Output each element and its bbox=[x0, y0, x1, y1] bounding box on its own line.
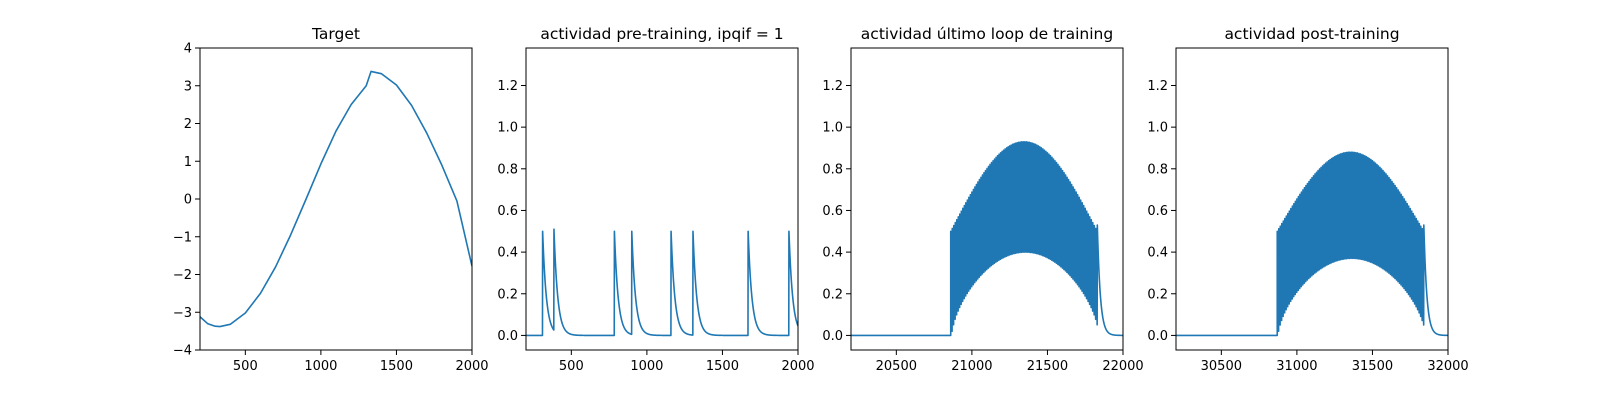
y-tick-label: −1 bbox=[173, 230, 192, 245]
y-tick-label: 0.0 bbox=[1147, 329, 1168, 344]
y-tick-label: 1.0 bbox=[822, 121, 843, 136]
x-tick-label: 31500 bbox=[1352, 359, 1393, 374]
x-tick-label: 32000 bbox=[1427, 359, 1468, 374]
subplot-3: 20500 21000 21500 22000 0.0 0.2 0.4 0.6 0.8 1.0 1.… bbox=[822, 25, 1143, 374]
y-tick-label: 3 bbox=[184, 79, 192, 94]
x-tick-label: 22000 bbox=[1102, 359, 1143, 374]
series-line bbox=[526, 228, 798, 337]
y-tick-label: 0 bbox=[184, 193, 192, 208]
series-line bbox=[1176, 151, 1448, 337]
y-tick-label: −3 bbox=[173, 306, 192, 321]
y-tick-label: −2 bbox=[173, 268, 192, 283]
x-tick-label: 31000 bbox=[1276, 359, 1317, 374]
y-tick-label: 0.8 bbox=[822, 162, 843, 177]
y-tick-label: 0.0 bbox=[497, 329, 518, 344]
x-tick-label: 1500 bbox=[380, 359, 413, 374]
x-tick-label: 2000 bbox=[781, 359, 814, 374]
x-tick-label: 21500 bbox=[1027, 359, 1068, 374]
y-tick-label: 0.6 bbox=[822, 204, 843, 219]
subplot-title: actividad post-training bbox=[1224, 25, 1399, 43]
y-tick-label: 4 bbox=[184, 42, 192, 57]
x-tick-label: 21000 bbox=[951, 359, 992, 374]
y-tick-label: 1.2 bbox=[497, 79, 518, 94]
axes-frame bbox=[199, 47, 473, 351]
y-tick-label: 0.2 bbox=[497, 287, 518, 302]
y-tick-label: 0.4 bbox=[822, 246, 843, 261]
y-tick-label: 1.0 bbox=[1147, 121, 1168, 136]
x-tick-label: 500 bbox=[233, 359, 258, 374]
subplot-1: 500 1000 1500 2000 −4 −3 −2 −1 0 1 2 3 4 Target bbox=[173, 25, 489, 374]
x-tick-label: 2000 bbox=[455, 359, 488, 374]
x-tick-label: 500 bbox=[559, 359, 584, 374]
y-tick-label: 0.2 bbox=[822, 287, 843, 302]
y-tick-label: 0.6 bbox=[1147, 204, 1168, 219]
series-line bbox=[200, 70, 472, 328]
y-tick-label: 0.4 bbox=[1147, 246, 1168, 261]
y-tick-label: 0.0 bbox=[822, 329, 843, 344]
series-line bbox=[851, 140, 1123, 337]
subplot-4: 30500 31000 31500 32000 0.0 0.2 0.4 0.6 0.8 1.0 1.… bbox=[1147, 25, 1468, 374]
x-tick-label: 1500 bbox=[706, 359, 739, 374]
y-tick-label: 1.2 bbox=[822, 79, 843, 94]
axes-frame bbox=[850, 47, 1124, 351]
y-tick-label: 0.4 bbox=[497, 246, 518, 261]
y-tick-label: −4 bbox=[173, 344, 192, 359]
subplot-title: actividad pre-training, ipqif = 1 bbox=[540, 25, 783, 43]
x-tick-label: 30500 bbox=[1201, 359, 1242, 374]
y-tick-label: 1.2 bbox=[1147, 79, 1168, 94]
axes-frame bbox=[525, 47, 799, 351]
subplot-title: actividad último loop de training bbox=[861, 25, 1113, 43]
y-tick-label: 0.8 bbox=[497, 162, 518, 177]
y-tick-label: 2 bbox=[184, 117, 192, 132]
y-tick-label: 0.6 bbox=[497, 204, 518, 219]
axes-frame bbox=[1175, 47, 1449, 351]
subplot-title: Target bbox=[311, 25, 360, 43]
y-tick-label: 0.2 bbox=[1147, 287, 1168, 302]
y-tick-label: 0.8 bbox=[1147, 162, 1168, 177]
x-tick-label: 20500 bbox=[876, 359, 917, 374]
x-tick-label: 1000 bbox=[304, 359, 337, 374]
x-tick-label: 1000 bbox=[630, 359, 663, 374]
y-tick-label: 1.0 bbox=[497, 121, 518, 136]
y-tick-label: 1 bbox=[184, 155, 192, 170]
subplot-2: 500 1000 1500 2000 0.0 0.2 0.4 0.6 0.8 1.0 1.2 acti… bbox=[497, 25, 814, 374]
